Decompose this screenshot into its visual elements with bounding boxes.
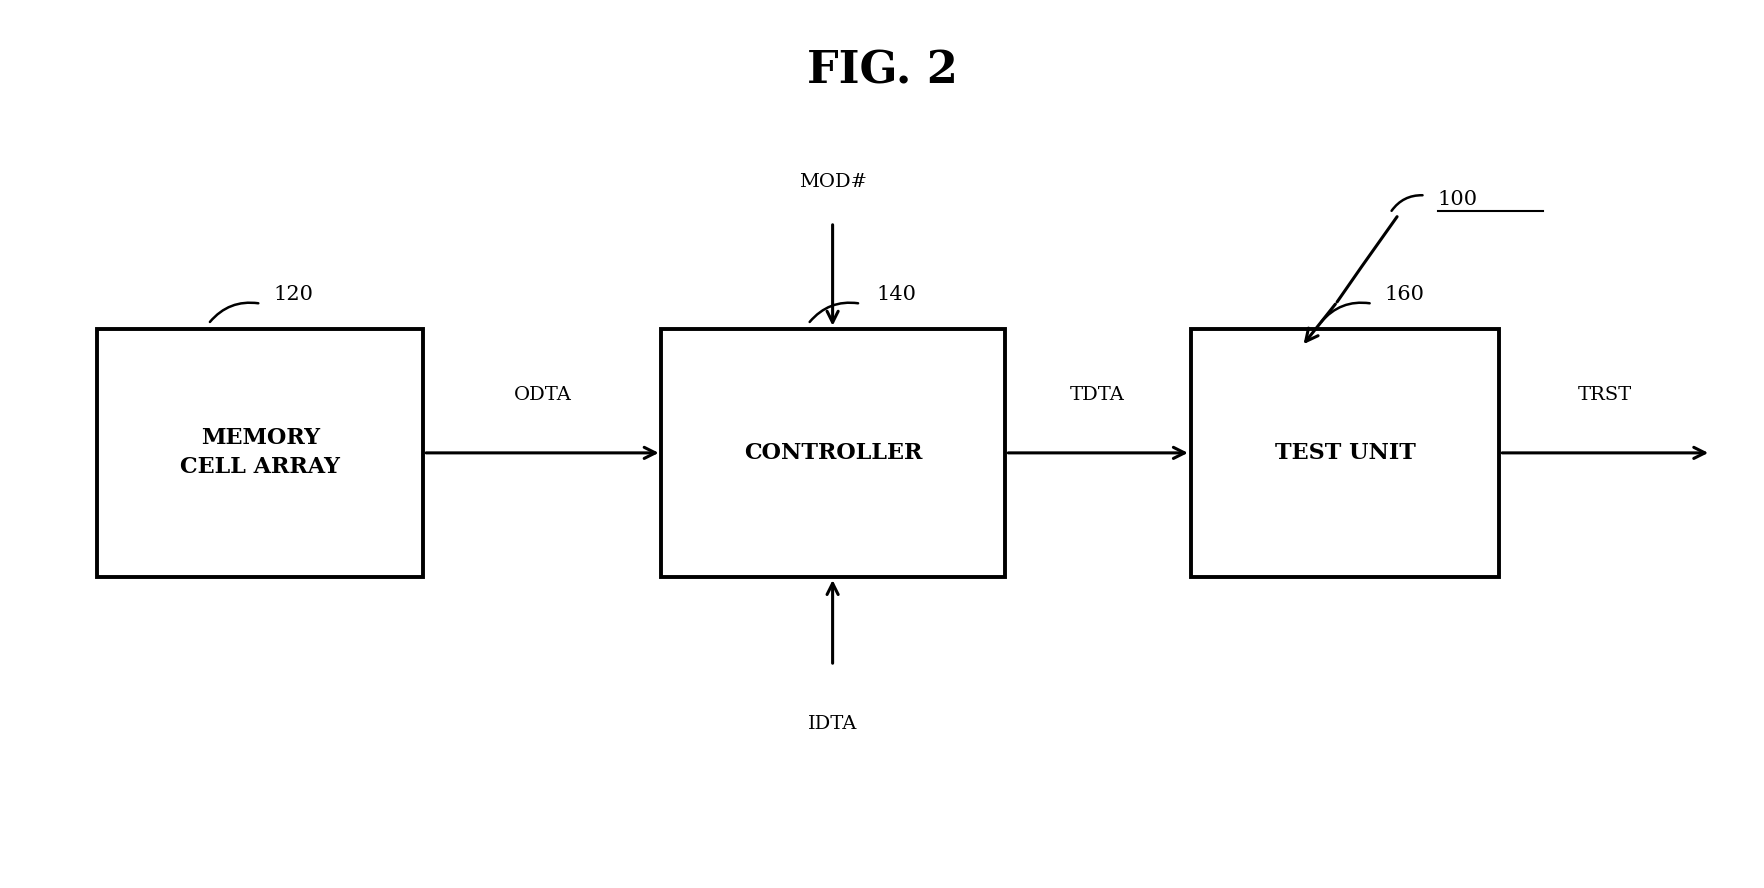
Text: 100: 100: [1438, 190, 1478, 209]
Bar: [97, 329, 423, 577]
Text: 140: 140: [877, 285, 917, 304]
Text: CONTROLLER: CONTROLLER: [744, 442, 923, 464]
Text: MEMORY
CELL ARRAY: MEMORY CELL ARRAY: [180, 427, 340, 479]
Bar: [1191, 329, 1499, 577]
Text: FIG. 2: FIG. 2: [806, 50, 958, 92]
Text: 160: 160: [1385, 285, 1425, 304]
Bar: [662, 329, 1005, 577]
Text: MOD#: MOD#: [799, 173, 866, 191]
Text: TEST UNIT: TEST UNIT: [1275, 442, 1415, 464]
Text: TRST: TRST: [1579, 386, 1632, 404]
Text: IDTA: IDTA: [808, 715, 857, 733]
Text: TDTA: TDTA: [1069, 386, 1125, 404]
Text: 120: 120: [273, 285, 314, 304]
Text: ODTA: ODTA: [515, 386, 572, 404]
